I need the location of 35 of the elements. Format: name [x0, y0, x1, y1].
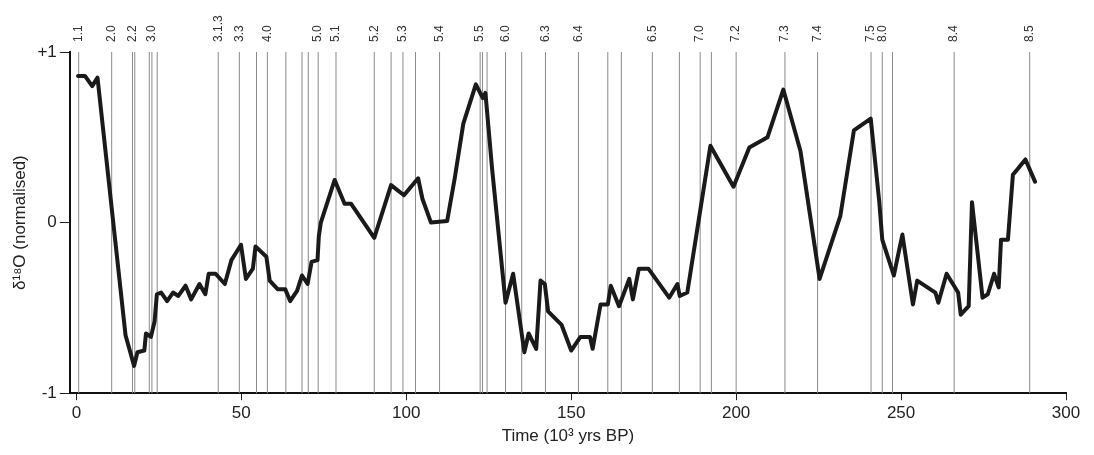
annotation: 3.3 — [231, 24, 246, 42]
annotation: 3.1.3 — [210, 14, 225, 42]
annotation: 6.0 — [497, 24, 512, 42]
y-axis-title: δ¹⁸O (normalised) — [9, 155, 29, 290]
annotation: 4.0 — [259, 24, 274, 42]
x-tick-label: 300 — [1051, 403, 1081, 423]
x-tick-label: 100 — [392, 403, 421, 423]
annotation: 5.0 — [310, 24, 325, 42]
y-tick-label: 0 — [47, 212, 57, 232]
annotation: 5.4 — [431, 24, 446, 42]
annotation: 5.2 — [366, 24, 381, 42]
annotation: 7.0 — [692, 24, 707, 42]
annotation: 5.5 — [472, 24, 487, 42]
annotation: 8.5 — [1022, 24, 1037, 42]
annotation: 7.3 — [777, 24, 792, 42]
x-tick-label: 150 — [557, 403, 586, 423]
x-tick-label: 200 — [721, 403, 751, 423]
x-tick-label: 250 — [886, 403, 916, 423]
annotation: 2.2 — [124, 24, 139, 42]
annotation: 1.1 — [71, 24, 85, 42]
x-tick-label: 0 — [71, 403, 82, 423]
annotation: 2.0 — [103, 24, 118, 42]
annotation: 7.2 — [728, 24, 743, 42]
annotation: 6.3 — [537, 24, 552, 42]
annotation: 6.5 — [644, 24, 659, 42]
annotation: 7.4 — [809, 24, 824, 42]
y-tick-label: +1 — [37, 41, 57, 61]
x-tick-label: 50 — [231, 403, 251, 423]
annotation: 6.4 — [570, 24, 585, 42]
annotation: 8.4 — [946, 24, 961, 42]
x-axis-title: Time (10³ yrs BP) — [501, 426, 635, 446]
y-tick-label: -1 — [41, 382, 57, 402]
annotation: 3.0 — [144, 24, 159, 42]
annotation: 5.3 — [395, 24, 410, 42]
annotation: 5.1 — [328, 24, 343, 42]
